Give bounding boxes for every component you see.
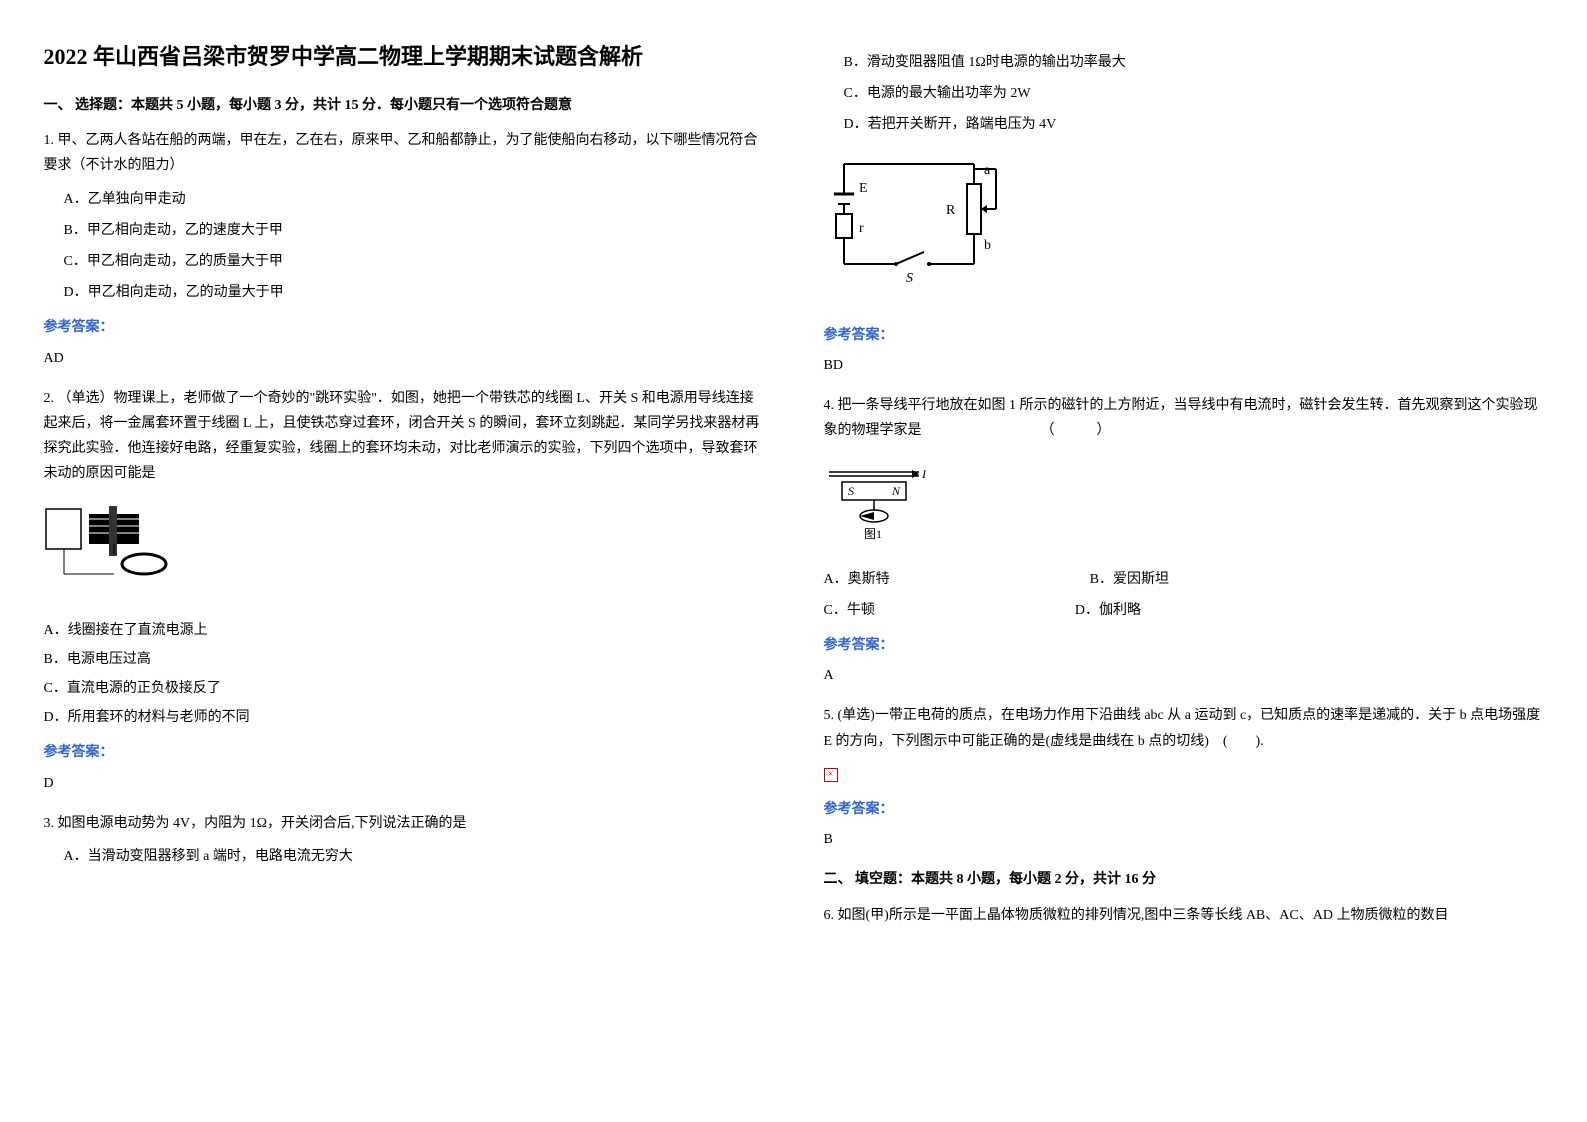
page-title: 2022 年山西省吕梁市贺罗中学高二物理上学期期末试题含解析: [44, 40, 764, 73]
question-3-part1: 3. 如图电源电动势为 4V，内阻为 1Ω，开关闭合后,下列说法正确的是 A．当…: [44, 811, 764, 869]
q2-answer-label: 参考答案：: [44, 740, 764, 765]
q3-option-b: B．滑动变阻器阻值 1Ω时电源的输出功率最大: [844, 50, 1544, 75]
q1-option-a: A．乙单独向甲走动: [64, 187, 764, 212]
label-I: I: [921, 467, 927, 481]
q2-option-d: D．所用套环的材料与老师的不同: [44, 705, 764, 730]
missing-image-placeholder: ×: [824, 762, 1544, 787]
q2-option-c: C．直流电源的正负极接反了: [44, 676, 764, 701]
q2-figure: [44, 504, 174, 594]
label-R: R: [946, 203, 956, 218]
q5-answer: B: [824, 827, 1544, 852]
q2-option-b: B．电源电压过高: [44, 647, 764, 672]
q3-answer: BD: [824, 353, 1544, 378]
q4-answer: A: [824, 663, 1544, 688]
label-b: b: [984, 238, 991, 253]
question-2: 2. （单选）物理课上，老师做了一个奇妙的"跳环实验"．如图，她把一个带铁芯的线…: [44, 386, 764, 796]
q1-option-d: D．甲乙相向走动，乙的动量大于甲: [64, 280, 764, 305]
question-3-part2: B．滑动变阻器阻值 1Ω时电源的输出功率最大 C．电源的最大输出功率为 2W D…: [824, 50, 1544, 378]
section-2-header: 二、 填空题：本题共 8 小题，每小题 2 分，共计 16 分: [824, 867, 1544, 892]
q3-circuit-figure: E r S a: [824, 154, 1014, 294]
q1-answer-label: 参考答案：: [44, 315, 764, 340]
circuit-icon: E r S a: [824, 154, 1014, 294]
q4-option-d: D．伽利略: [1075, 598, 1141, 623]
label-Nm: N: [891, 484, 901, 498]
coil-ring-icon: [44, 504, 174, 594]
q4-option-c: C．牛顿: [824, 598, 875, 623]
q4-figure: I S N 图1: [824, 462, 934, 542]
q3-answer-label: 参考答案：: [824, 323, 1544, 348]
q4-caption: 图1: [864, 527, 882, 541]
label-r: r: [859, 221, 864, 236]
q2-answer: D: [44, 771, 764, 796]
q2-text: 2. （单选）物理课上，老师做了一个奇妙的"跳环实验"．如图，她把一个带铁芯的线…: [44, 386, 764, 487]
q4-text: 4. 把一条导线平行地放在如图 1 所示的磁针的上方附近，当导线中有电流时，磁针…: [824, 393, 1544, 443]
section-1-header: 一、 选择题：本题共 5 小题，每小题 3 分，共计 15 分．每小题只有一个选…: [44, 93, 764, 118]
label-S: S: [906, 271, 913, 286]
q4-option-b: B．爱因斯坦: [1090, 567, 1169, 592]
question-6: 6. 如图(甲)所示是一平面上晶体物质微粒的排列情况,图中三条等长线 AB、AC…: [824, 903, 1544, 928]
left-column: 2022 年山西省吕梁市贺罗中学高二物理上学期期末试题含解析 一、 选择题：本题…: [44, 40, 764, 938]
q5-text: 5. (单选)一带正电荷的质点，在电场力作用下沿曲线 abc 从 a 运动到 c…: [824, 703, 1544, 753]
q3-option-d: D．若把开关断开，路端电压为 4V: [844, 112, 1544, 137]
q3-option-a: A．当滑动变阻器移到 a 端时，电路电流无穷大: [64, 844, 764, 869]
question-4: 4. 把一条导线平行地放在如图 1 所示的磁针的上方附近，当导线中有电流时，磁针…: [824, 393, 1544, 688]
label-Sm: S: [848, 484, 854, 498]
question-5: 5. (单选)一带正电荷的质点，在电场力作用下沿曲线 abc 从 a 运动到 c…: [824, 703, 1544, 852]
label-E: E: [859, 181, 868, 196]
broken-image-icon: ×: [824, 768, 838, 782]
q1-option-b: B．甲乙相向走动，乙的速度大于甲: [64, 218, 764, 243]
q2-option-a: A．线圈接在了直流电源上: [44, 618, 764, 643]
q3-text: 3. 如图电源电动势为 4V，内阻为 1Ω，开关闭合后,下列说法正确的是: [44, 811, 764, 836]
q4-option-a: A．奥斯特: [824, 567, 890, 592]
q1-option-c: C．甲乙相向走动，乙的质量大于甲: [64, 249, 764, 274]
q1-text: 1. 甲、乙两人各站在船的两端，甲在左，乙在右，原来甲、乙和船都静止，为了能使船…: [44, 128, 764, 178]
label-a: a: [984, 163, 991, 178]
question-1: 1. 甲、乙两人各站在船的两端，甲在左，乙在右，原来甲、乙和船都静止，为了能使船…: [44, 128, 764, 371]
q3-option-c: C．电源的最大输出功率为 2W: [844, 81, 1544, 106]
q4-answer-label: 参考答案：: [824, 633, 1544, 658]
compass-wire-icon: I S N 图1: [824, 462, 934, 542]
right-column: B．滑动变阻器阻值 1Ω时电源的输出功率最大 C．电源的最大输出功率为 2W D…: [824, 40, 1544, 938]
q6-text: 6. 如图(甲)所示是一平面上晶体物质微粒的排列情况,图中三条等长线 AB、AC…: [824, 903, 1544, 928]
q1-answer: AD: [44, 346, 764, 371]
q5-answer-label: 参考答案：: [824, 797, 1544, 822]
